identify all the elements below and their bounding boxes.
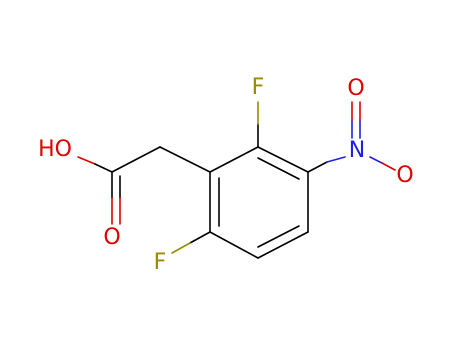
bond — [171, 242, 191, 254]
atom-label: O — [396, 163, 413, 188]
atom-label: HO — [38, 137, 72, 162]
bond — [369, 156, 383, 164]
bond — [326, 156, 346, 163]
bond — [307, 161, 328, 173]
bond — [257, 231, 309, 259]
bond — [209, 146, 259, 173]
bond — [77, 156, 96, 165]
bond — [381, 162, 396, 171]
bond — [94, 163, 113, 173]
atom-labels: HO O F F N O O — [38, 75, 414, 275]
bond — [159, 146, 211, 173]
atom-label: O — [103, 225, 120, 250]
bond — [209, 231, 259, 259]
bond — [257, 225, 300, 248]
bond — [111, 146, 161, 173]
bond — [257, 146, 309, 173]
atom-label: F — [154, 250, 167, 275]
bond — [257, 157, 300, 180]
atom-label: O — [347, 76, 364, 101]
atom-label: F — [252, 75, 265, 100]
atom-label: N — [349, 138, 365, 163]
bond — [189, 231, 211, 244]
bonds — [77, 101, 396, 259]
